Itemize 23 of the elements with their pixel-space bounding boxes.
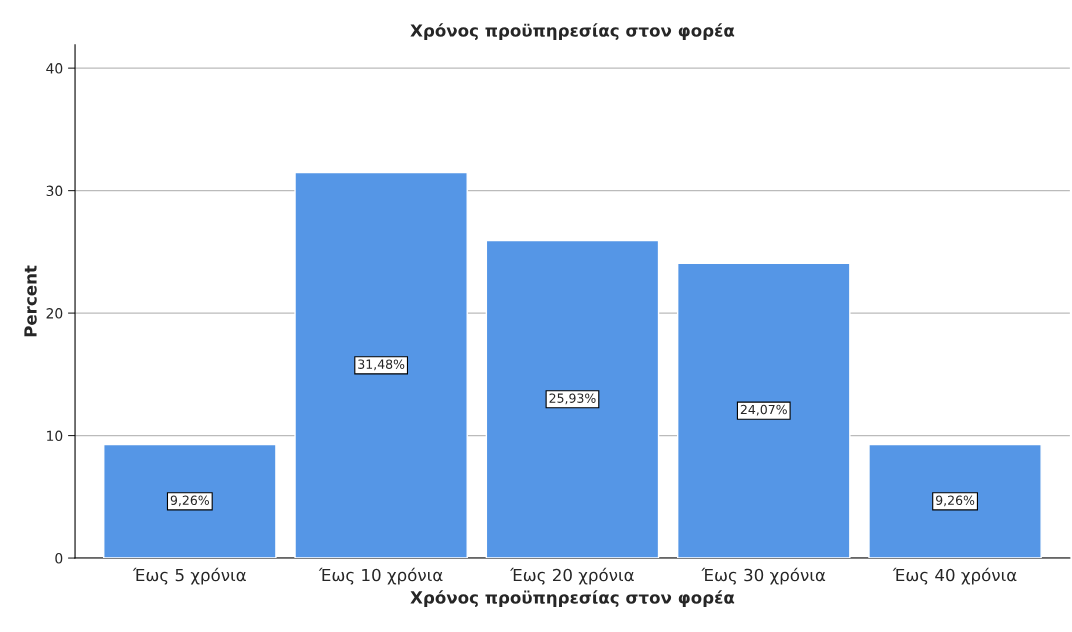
- data-label: 31,48%: [358, 359, 405, 371]
- x-tick-label: Έως 20 χρόνια: [510, 567, 634, 585]
- x-tick-label: Έως 5 χρόνια: [132, 567, 246, 585]
- x-tick-label: Έως 10 χρόνια: [318, 567, 443, 585]
- data-label: 25,93%: [549, 393, 596, 405]
- bar: [103, 443, 277, 559]
- y-axis-title: Percent: [24, 265, 37, 337]
- y-tick-label: 40: [46, 63, 63, 74]
- chart-title: Χρόνος προϋπηρεσίας στον φορέα: [410, 23, 735, 40]
- y-tick-label: 10: [47, 430, 63, 442]
- y-tick-label: 20: [46, 308, 63, 319]
- data-label: 24,07%: [740, 404, 787, 416]
- y-tick-label: 0: [55, 553, 63, 564]
- x-axis-title: Χρόνος προϋπηρεσίας στον φορέα: [410, 590, 735, 607]
- x-tick-label: Έως 30 χρόνια: [701, 567, 826, 585]
- bar: [294, 171, 468, 559]
- x-tick-label: Έως 40 χρόνια: [892, 567, 1017, 585]
- data-label: 9,26%: [170, 495, 209, 507]
- bar: [868, 443, 1042, 559]
- bar: [485, 239, 660, 559]
- data-label: 9,26%: [936, 495, 975, 507]
- y-tick-label: 30: [46, 185, 63, 197]
- bar: [676, 262, 851, 559]
